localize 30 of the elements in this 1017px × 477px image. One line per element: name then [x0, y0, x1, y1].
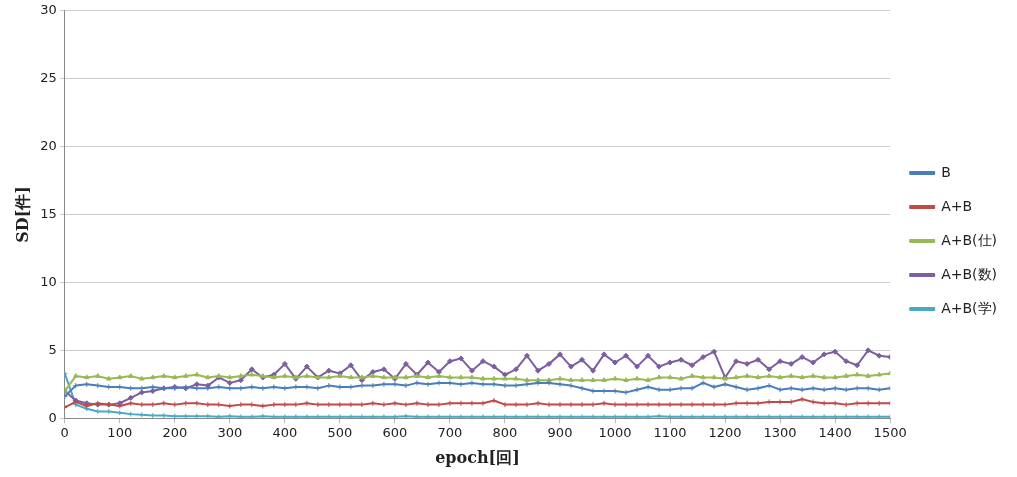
x-tick-label: 1100	[653, 425, 687, 441]
x-tick-label: 1400	[818, 425, 852, 441]
y-tick-label: 5	[48, 341, 57, 357]
x-tick-label: 700	[437, 425, 463, 441]
x-tick-label: 1300	[763, 425, 797, 441]
legend-label: A+B(学)	[941, 299, 998, 316]
x-tick-label: 200	[162, 425, 188, 441]
x-tick-label: 400	[272, 425, 298, 441]
y-tick-label: 30	[40, 2, 57, 18]
x-tick-label: 300	[217, 425, 243, 441]
x-tick-label: 1200	[708, 425, 742, 441]
y-tick-label: 10	[40, 273, 57, 289]
x-tick-label: 800	[492, 425, 518, 441]
y-tick-label: 25	[40, 70, 57, 86]
y-axis-title: SD[件]	[12, 186, 32, 243]
legend-label: A+B	[941, 197, 973, 214]
legend-label: A+B(数)	[941, 265, 998, 282]
x-axis-title: epoch[回]	[435, 447, 520, 467]
x-tick-label: 100	[107, 425, 133, 441]
x-tick-label: 600	[382, 425, 408, 441]
legend-label: B	[941, 163, 951, 180]
x-tick-label: 1500	[873, 425, 907, 441]
legend-label: A+B(仕)	[941, 231, 998, 248]
x-tick-label: 1000	[598, 425, 632, 441]
y-tick-label: 0	[48, 409, 57, 425]
x-tick-label: 500	[327, 425, 353, 441]
x-tick-label: 0	[60, 425, 69, 441]
y-tick-label: 15	[40, 205, 57, 221]
x-tick-label: 900	[547, 425, 573, 441]
y-tick-label: 20	[40, 137, 57, 153]
